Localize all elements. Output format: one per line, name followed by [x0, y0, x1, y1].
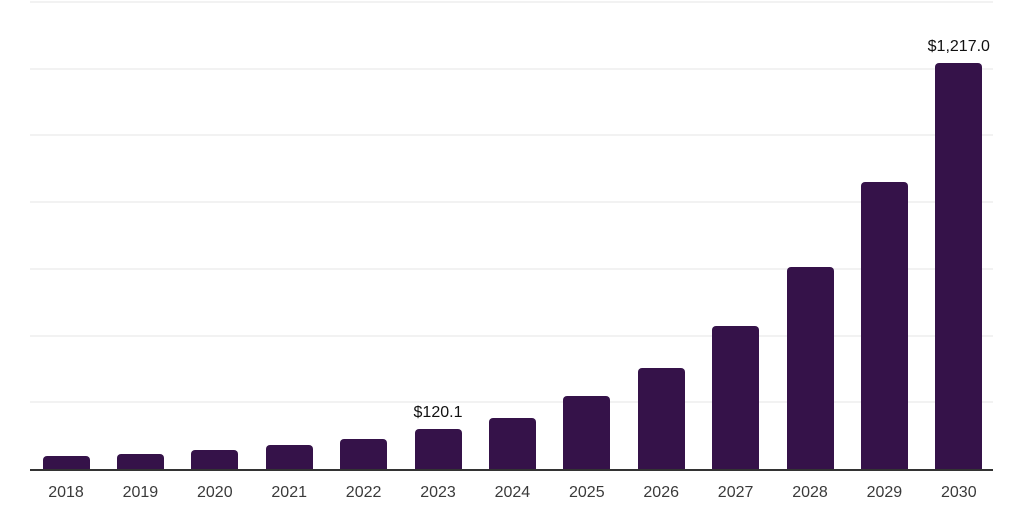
x-tick-2021: 2021 [271, 484, 307, 501]
bar-2023[interactable] [414, 428, 462, 469]
bar-2025[interactable] [563, 395, 611, 469]
x-tick-2023: 2023 [420, 484, 456, 501]
x-tick-2026: 2026 [643, 484, 679, 501]
bar-2019[interactable] [116, 454, 164, 469]
gridline-1000 [30, 134, 993, 137]
bar-2029[interactable] [860, 182, 908, 469]
gridline-1200 [30, 67, 993, 70]
bar-2018[interactable] [42, 456, 90, 469]
gridline-200 [30, 401, 993, 404]
bar-2030[interactable] [935, 63, 983, 469]
plot-area: $120.1 $1,217.0 [30, 0, 993, 469]
bar-2020[interactable] [191, 449, 239, 469]
x-tick-2024: 2024 [494, 484, 531, 501]
value-label-2023: $120.1 [413, 403, 463, 421]
value-label-2030: $1,217.0 [927, 38, 990, 56]
x-tick-2025: 2025 [569, 484, 605, 501]
gridline-400 [30, 334, 993, 337]
x-tick-2030: 2030 [941, 484, 977, 501]
gridline-800 [30, 201, 993, 204]
bar-2022[interactable] [340, 438, 388, 469]
x-tick-2022: 2022 [345, 484, 382, 501]
bar-2028[interactable] [786, 266, 834, 469]
bar-2026[interactable] [637, 367, 685, 469]
bar-2027[interactable] [712, 325, 760, 469]
x-axis-line [30, 469, 993, 471]
gridline-600 [30, 267, 993, 270]
x-tick-2029: 2029 [866, 484, 903, 501]
x-tick-2028: 2028 [792, 484, 828, 501]
x-tick-2020: 2020 [197, 484, 233, 501]
bar-2024[interactable] [488, 417, 536, 469]
x-tick-2018: 2018 [48, 484, 84, 501]
gridline-1400 [30, 1, 993, 3]
bar-2021[interactable] [265, 444, 313, 469]
x-tick-2027: 2027 [717, 484, 754, 501]
x-tick-2019: 2019 [122, 484, 159, 501]
